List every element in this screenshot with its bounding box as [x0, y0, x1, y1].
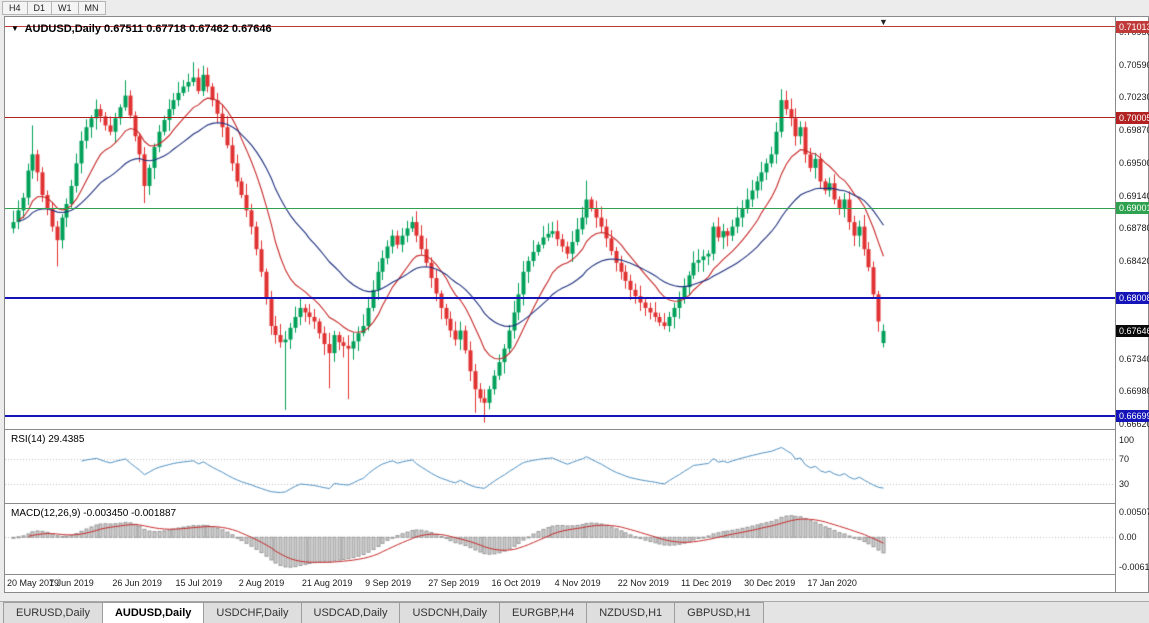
macd-axis-label: 0.005076	[1119, 507, 1149, 518]
price-axis-tick: 0.70230	[1119, 92, 1149, 103]
price-axis-tick: 0.69500	[1119, 158, 1149, 169]
rsi-axis-label: 30	[1119, 478, 1130, 489]
pane-separator[interactable]	[5, 574, 1148, 575]
macd-axis-label: 0.00	[1119, 532, 1137, 543]
symbol-tab-usdcad[interactable]: USDCAD,Daily	[300, 602, 401, 623]
date-axis-label: 21 Aug 2019	[301, 578, 353, 588]
price-level-badge-0.66699: 0.66699	[1116, 410, 1149, 423]
date-axis-label: 7 Jun 2019	[49, 578, 94, 588]
chart-symbol-label: AUDUSD,Daily	[24, 23, 101, 35]
symbol-tab-eurgbp[interactable]: EURGBP,H4	[499, 602, 588, 623]
date-axis-label: 11 Dec 2019	[680, 578, 732, 588]
price-axis-tick: 0.69870	[1119, 124, 1149, 135]
price-axis-tick: 0.70590	[1119, 59, 1149, 70]
chart-ohlc-label: 0.67511 0.67718 0.67462 0.67646	[104, 23, 272, 35]
price-axis-tick: 0.68420	[1119, 255, 1149, 266]
timeframe-toolbar: H4 D1 W1 MN	[0, 0, 1149, 16]
symbol-tab-bar: EURUSD,Daily AUDUSD,Daily USDCHF,Daily USDC…	[0, 601, 1149, 623]
chart-title: AUDUSD,Daily 0.67511 0.67718 0.67462 0.6…	[11, 23, 272, 35]
price-level-badge-0.69001: 0.69001	[1116, 202, 1149, 215]
date-axis-label: 16 Oct 2019	[491, 578, 541, 588]
price-level-badge-0.68008: 0.68008	[1116, 292, 1149, 305]
date-axis-label: 22 Nov 2019	[617, 578, 669, 588]
price-level-badge-0.71013: 0.71013	[1116, 20, 1149, 33]
price-chart-canvas[interactable]	[5, 17, 1115, 429]
date-axis-label: 27 Sep 2019	[428, 578, 480, 588]
symbol-tab-gbpusd[interactable]: GBPUSD,H1	[674, 602, 764, 623]
timeframe-button-d1[interactable]: D1	[26, 1, 53, 15]
date-axis-label: 20 May 2019	[7, 578, 60, 588]
date-axis-label: 17 Jan 2020	[807, 578, 857, 588]
price-axis-tick: 0.66980	[1119, 386, 1149, 397]
macd-indicator-label: MACD(12,26,9) -0.003450 -0.001887	[11, 508, 177, 519]
macd-pane-canvas[interactable]	[5, 504, 1115, 574]
symbol-tab-nzdusd[interactable]: NZDUSD,H1	[586, 602, 676, 623]
last-price-badge: 0.67646	[1116, 324, 1149, 337]
price-axis-tick: 0.69140	[1119, 190, 1149, 201]
timeframe-button-h4[interactable]: H4	[2, 1, 28, 15]
symbol-tab-usdcnh[interactable]: USDCNH,Daily	[399, 602, 501, 623]
date-axis-label: 26 Jun 2019	[112, 578, 162, 588]
pane-separator[interactable]	[5, 429, 1148, 430]
rsi-pane-canvas[interactable]	[5, 430, 1115, 503]
chart-window: AUDUSD,Daily 0.67511 0.67718 0.67462 0.6…	[4, 16, 1149, 593]
date-axis-label: 2 Aug 2019	[238, 578, 285, 588]
price-axis-tick: 0.66620	[1119, 418, 1149, 429]
symbol-tab-eurusd[interactable]: EURUSD,Daily	[3, 602, 103, 623]
symbol-tab-audusd[interactable]: AUDUSD,Daily	[101, 602, 205, 623]
rsi-indicator-label: RSI(14) 29.4385	[11, 434, 85, 445]
price-axis-tick: 0.68780	[1119, 223, 1149, 234]
macd-axis-label: -0.006148	[1119, 562, 1149, 573]
price-axis: 0.709500.705900.702300.698700.695000.691…	[1115, 17, 1149, 592]
timeframe-button-w1[interactable]: W1	[51, 1, 79, 15]
date-axis-label: 30 Dec 2019	[744, 578, 796, 588]
price-axis-tick: 0.67340	[1119, 353, 1149, 364]
price-level-badge-0.70005: 0.70005	[1116, 111, 1149, 124]
rsi-axis-label: 100	[1119, 434, 1135, 445]
date-axis: 20 May 2019 7 Jun 2019 26 Jun 2019 15 Jul 2…	[5, 575, 1115, 592]
chart-shift-marker-icon[interactable]	[879, 17, 888, 27]
date-axis-label: 15 Jul 2019	[175, 578, 223, 588]
date-axis-label: 4 Nov 2019	[554, 578, 601, 588]
date-axis-label: 9 Sep 2019	[365, 578, 412, 588]
timeframe-button-mn[interactable]: MN	[77, 1, 106, 15]
rsi-axis-label: 70	[1119, 453, 1130, 464]
symbol-dropdown-icon	[11, 24, 19, 33]
symbol-tab-usdchf[interactable]: USDCHF,Daily	[203, 602, 302, 623]
pane-separator[interactable]	[5, 503, 1148, 504]
